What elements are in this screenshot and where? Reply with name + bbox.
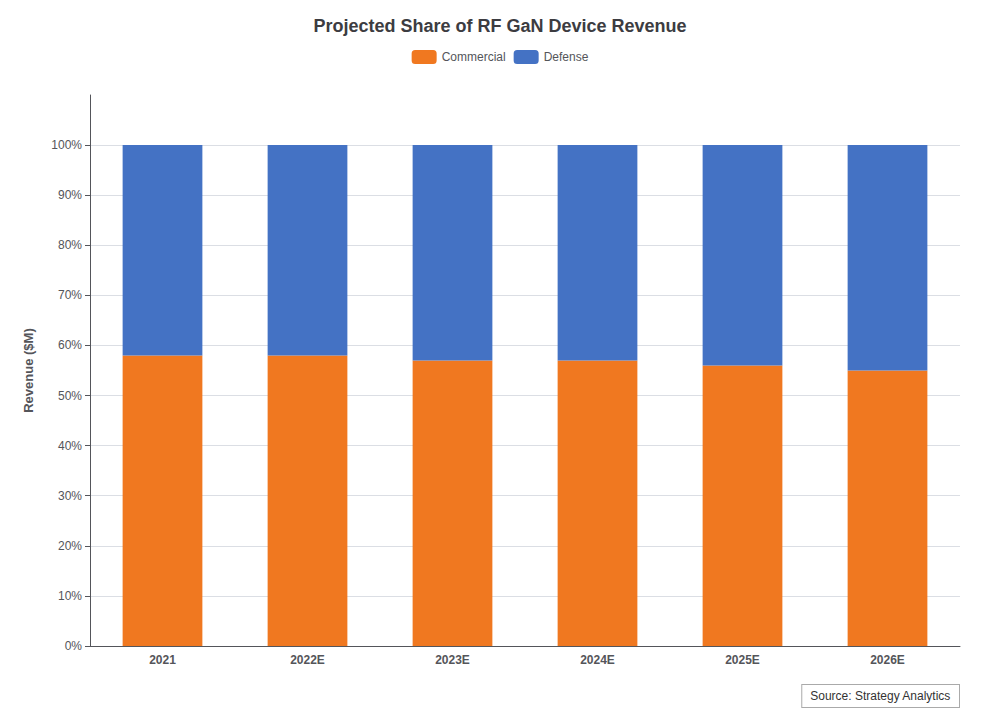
svg-text:80%: 80% <box>58 238 82 252</box>
svg-text:20%: 20% <box>58 539 82 553</box>
svg-text:40%: 40% <box>58 439 82 453</box>
svg-text:2023E: 2023E <box>435 653 470 667</box>
svg-text:100%: 100% <box>51 138 82 152</box>
svg-text:Source: Strategy Analytics: Source: Strategy Analytics <box>810 689 950 703</box>
svg-text:2025E: 2025E <box>725 653 760 667</box>
svg-text:2021: 2021 <box>149 653 176 667</box>
svg-text:90%: 90% <box>58 188 82 202</box>
svg-text:2022E: 2022E <box>290 653 325 667</box>
svg-text:0%: 0% <box>65 639 83 653</box>
svg-text:Revenue ($M): Revenue ($M) <box>21 328 36 413</box>
svg-text:Defense: Defense <box>544 50 589 64</box>
svg-text:60%: 60% <box>58 338 82 352</box>
svg-text:Commercial: Commercial <box>442 50 506 64</box>
svg-text:70%: 70% <box>58 288 82 302</box>
svg-text:10%: 10% <box>58 589 82 603</box>
svg-text:Projected Share of RF GaN Devi: Projected Share of RF GaN Device Revenue <box>313 16 686 36</box>
svg-text:30%: 30% <box>58 489 82 503</box>
svg-text:2026E: 2026E <box>870 653 905 667</box>
svg-text:50%: 50% <box>58 389 82 403</box>
svg-text:2024E: 2024E <box>580 653 615 667</box>
